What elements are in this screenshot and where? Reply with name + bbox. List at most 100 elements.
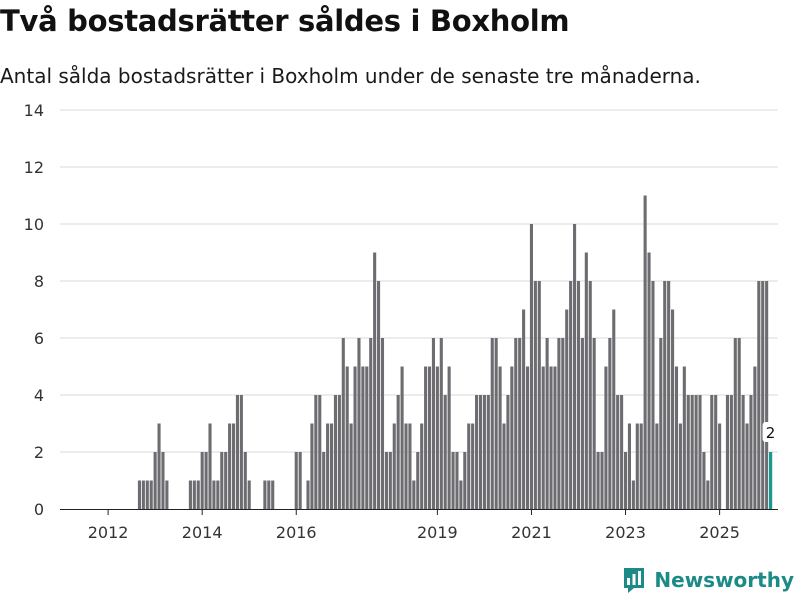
bar: [196, 480, 200, 509]
bar: [690, 395, 694, 509]
newsworthy-icon: [624, 568, 645, 593]
y-tick-label: 14: [24, 101, 44, 120]
bar: [192, 480, 196, 509]
bar: [565, 309, 569, 509]
bar: [533, 281, 537, 509]
bar: [584, 252, 588, 509]
bar: [580, 338, 584, 509]
bar: [145, 480, 149, 509]
x-tick-label: 2023: [605, 523, 646, 542]
bar: [596, 452, 600, 509]
bar: [600, 452, 604, 509]
bar: [502, 423, 506, 509]
y-tick-label: 12: [24, 158, 44, 177]
bar: [725, 395, 729, 509]
bar: [310, 423, 314, 509]
bar: [326, 423, 330, 509]
chart-subtitle: Antal sålda bostadsrätter i Boxholm unde…: [0, 64, 701, 88]
bar: [522, 309, 526, 509]
bar: [573, 224, 577, 509]
bar: [471, 423, 475, 509]
bar: [318, 395, 322, 509]
bar: [459, 480, 463, 509]
bar: [165, 480, 169, 509]
x-tick-label: 2016: [276, 523, 317, 542]
bar: [541, 366, 545, 509]
x-tick-label: 2012: [88, 523, 129, 542]
bar: [478, 395, 483, 509]
bar: [451, 452, 455, 509]
bar: [482, 395, 486, 509]
bar: [745, 423, 749, 509]
bar: [647, 252, 651, 509]
bar: [643, 195, 647, 509]
bar: [373, 252, 377, 509]
bar: [427, 366, 432, 509]
bar: [557, 338, 561, 509]
bar: [737, 338, 741, 509]
bar: [161, 452, 165, 509]
chart-title: Två bostadsrätter såldes i Boxholm: [0, 4, 570, 38]
bar: [733, 338, 737, 509]
bar: [604, 366, 608, 509]
bar: [682, 366, 686, 509]
bar: [698, 395, 702, 509]
bar: [345, 366, 349, 509]
bar: [380, 338, 385, 509]
bar: [663, 281, 667, 509]
bar: [467, 423, 471, 509]
bar: [231, 423, 236, 509]
bar: [608, 338, 612, 509]
bar: [329, 423, 334, 509]
bar: [396, 395, 400, 509]
bar: [671, 309, 675, 509]
bar: [710, 395, 714, 509]
bar: [357, 338, 361, 509]
bar: [243, 452, 247, 509]
bar: [388, 452, 392, 509]
bar: [525, 366, 530, 509]
x-tick-label: 2021: [511, 523, 552, 542]
bar: [349, 423, 353, 509]
bar: [753, 366, 757, 509]
bar: [545, 338, 549, 509]
bar: [475, 395, 479, 509]
bar: [404, 423, 408, 509]
bar: [337, 395, 341, 509]
highlight-bar: [769, 452, 773, 509]
bar: [306, 480, 310, 509]
bar: [322, 452, 326, 509]
bar: [443, 395, 447, 509]
y-tick-label: 0: [34, 500, 44, 519]
bar: [400, 366, 404, 509]
bar: [208, 423, 212, 509]
bar: [424, 366, 428, 509]
bar: [490, 338, 494, 509]
bar: [486, 395, 490, 509]
y-tick-label: 2: [34, 443, 44, 462]
y-tick-label: 8: [34, 272, 44, 291]
bar: [412, 480, 416, 509]
bar: [576, 281, 581, 509]
grid-lines: [60, 109, 778, 453]
bar: [431, 338, 435, 509]
data-label-background: [762, 422, 779, 442]
bar: [620, 395, 624, 509]
bar: [216, 480, 220, 509]
bar: [639, 423, 643, 509]
bar: [686, 395, 690, 509]
bar: [361, 366, 365, 509]
bar: [220, 452, 224, 509]
bar: [635, 423, 639, 509]
bar: [314, 395, 318, 509]
bar: [157, 423, 161, 509]
bar: [561, 338, 565, 509]
bar: [729, 395, 733, 509]
bars: [137, 195, 773, 509]
bar: [204, 452, 208, 509]
bar: [714, 395, 718, 509]
bar: [749, 395, 753, 509]
bar: [341, 338, 345, 509]
bar: [631, 480, 635, 509]
